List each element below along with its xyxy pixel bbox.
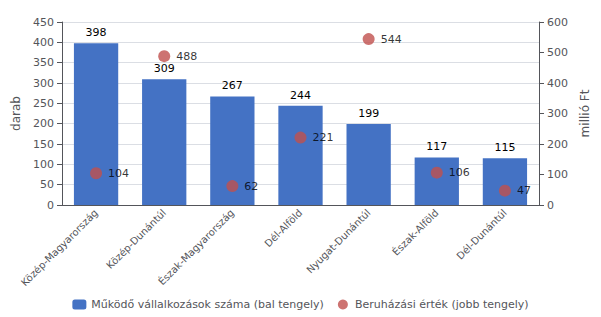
- svg-text:darab: darab: [9, 96, 23, 131]
- svg-text:100: 100: [547, 168, 568, 181]
- svg-text:300: 300: [33, 77, 54, 90]
- svg-text:200: 200: [547, 138, 568, 151]
- svg-text:398: 398: [86, 26, 107, 39]
- svg-text:250: 250: [33, 97, 54, 110]
- svg-text:350: 350: [33, 56, 54, 69]
- svg-text:Nyugat-Dunántúl: Nyugat-Dunántúl: [304, 207, 372, 275]
- svg-text:62: 62: [244, 180, 258, 193]
- svg-text:0: 0: [547, 199, 554, 212]
- svg-text:200: 200: [33, 117, 54, 130]
- svg-text:Működő vállalkozások száma (ba: Működő vállalkozások száma (bal tengely): [91, 298, 324, 311]
- svg-text:244: 244: [290, 89, 311, 102]
- svg-text:100: 100: [33, 158, 54, 171]
- svg-text:Beruházási érték (jobb tengely: Beruházási érték (jobb tengely): [355, 298, 529, 311]
- svg-text:300: 300: [547, 107, 568, 120]
- svg-text:Észak-Alföld: Észak-Alföld: [389, 206, 440, 257]
- svg-text:400: 400: [547, 77, 568, 90]
- svg-text:600: 600: [547, 16, 568, 29]
- svg-text:221: 221: [313, 131, 334, 144]
- svg-text:150: 150: [33, 138, 54, 151]
- svg-text:106: 106: [449, 166, 470, 179]
- svg-text:400: 400: [33, 36, 54, 49]
- svg-text:488: 488: [176, 50, 197, 63]
- svg-text:47: 47: [517, 184, 531, 197]
- svg-text:104: 104: [108, 167, 129, 180]
- svg-text:Közép-Dunántúl: Közép-Dunántúl: [104, 207, 168, 271]
- svg-text:500: 500: [547, 46, 568, 59]
- svg-text:0: 0: [47, 199, 54, 212]
- svg-text:Közép-Magyarország: Közép-Magyarország: [19, 207, 100, 288]
- svg-text:Dél-Dunántúl: Dél-Dunántúl: [454, 207, 508, 261]
- svg-text:450: 450: [33, 16, 54, 29]
- svg-text:309: 309: [154, 62, 175, 75]
- svg-text:117: 117: [426, 140, 447, 153]
- svg-text:Észak-Magyarország: Észak-Magyarország: [155, 206, 236, 287]
- svg-text:115: 115: [494, 141, 515, 154]
- svg-text:544: 544: [381, 33, 402, 46]
- svg-text:267: 267: [222, 79, 243, 92]
- svg-text:199: 199: [358, 107, 379, 120]
- svg-text:millió Ft: millió Ft: [578, 89, 592, 137]
- svg-text:Dél-Alföld: Dél-Alföld: [262, 207, 304, 249]
- svg-text:50: 50: [40, 178, 54, 191]
